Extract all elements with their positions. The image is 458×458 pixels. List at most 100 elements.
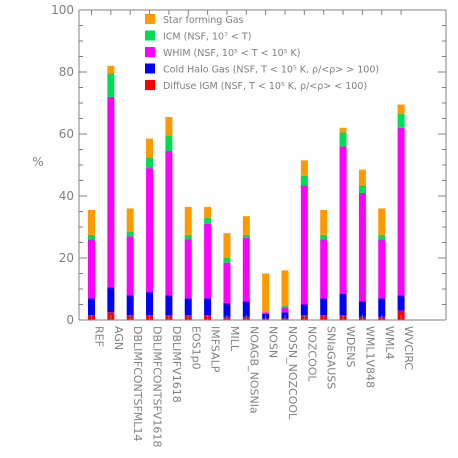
bar-segment-wml1v848-series-2 xyxy=(358,192,366,302)
bar-segment-sniagauss-series-1 xyxy=(320,298,328,316)
y-tick-label-60: 60 xyxy=(59,127,74,141)
bar-segment-dblimfv1618-series-3 xyxy=(165,135,173,152)
bar-segment-wdens-series-3 xyxy=(339,132,347,147)
legend-swatch-0 xyxy=(145,14,155,24)
bar-segment-wml4-series-3 xyxy=(378,234,386,240)
x-category-label-nosn-nozcool: NOSN_NOZCOOL xyxy=(286,326,299,420)
x-category-label-agn: AGN xyxy=(112,326,125,350)
bar-segment-wml1v848-series-1 xyxy=(358,301,366,317)
legend-label-2: WHIM (NSF, 10⁵ < T < 10⁵ K) xyxy=(163,48,300,59)
legend: Star forming Gas ICM (NSF, 10⁷ < T) WHIM (… xyxy=(145,14,379,92)
bar-segment-dblimfcontsfv1618-series-1 xyxy=(146,292,154,316)
x-category-label-nosn: NOSN xyxy=(267,326,280,358)
bar-segment-nosn-series-2 xyxy=(262,312,270,314)
bar-segment-wml4-series-2 xyxy=(378,239,386,299)
bar-segment-wvcirc-series-2 xyxy=(397,127,405,296)
bar-segment-dblimfv1618-series-2 xyxy=(165,151,173,296)
bar-segment-wvcirc-series-3 xyxy=(397,113,405,128)
bar-segment-imfsalp-series-1 xyxy=(204,298,212,316)
x-category-label-wdens: WDENS xyxy=(344,326,357,368)
bar-segment-dblimfv1618-series-4 xyxy=(165,116,173,136)
bar-segment-sniagauss-series-2 xyxy=(320,239,328,299)
bar-segment-nozcool-series-2 xyxy=(300,185,308,305)
legend-label-3: Cold Halo Gas (NSF, T < 10⁵ K, ρ/<ρ> > 1… xyxy=(163,65,379,76)
bar-segment-eos1p0-series-3 xyxy=(184,234,192,240)
bar-segment-dblimfcontsfv1618-series-4 xyxy=(146,138,154,158)
bar-segment-ref-series-1 xyxy=(88,298,95,316)
legend-swatch-3 xyxy=(145,63,155,74)
y-tick-label-80: 80 xyxy=(59,65,74,79)
legend-swatch-1 xyxy=(145,30,155,41)
bar-segment-noagb-nosnia-series-4 xyxy=(242,216,250,235)
x-category-label-mill: MILL xyxy=(228,326,241,352)
bar-segment-wvcirc-series-1 xyxy=(397,295,405,311)
bar-segment-dblimfv1618-series-1 xyxy=(165,295,173,316)
bar-segment-sniagauss-series-3 xyxy=(320,234,328,240)
bar-segment-imfsalp-series-2 xyxy=(204,223,212,299)
y-tick-label-100: 100 xyxy=(51,3,74,17)
bars-layer xyxy=(88,65,405,320)
bar-segment-agn-series-3 xyxy=(107,73,115,97)
y-tick-label-20: 20 xyxy=(59,251,74,265)
x-category-label-wml1v848: WML1V848 xyxy=(363,326,376,388)
bar-segment-ref-series-4 xyxy=(88,209,95,235)
bar-segment-nozcool-series-3 xyxy=(300,175,308,186)
bar-segment-wml1v848-series-4 xyxy=(358,169,366,186)
y-tick-label-40: 40 xyxy=(59,189,74,203)
legend-label-4: Diffuse IGM (NSF, T < 10⁵ K, ρ/<ρ> < 100… xyxy=(163,81,367,92)
x-category-label-dblimfcontsfv1618: DBLIMFCONTSFV1618 xyxy=(151,326,164,447)
legend-swatch-4 xyxy=(145,80,155,90)
x-category-label-eos1p0: EOS1p0 xyxy=(189,326,202,370)
legend-swatch-2 xyxy=(145,47,155,57)
bar-segment-mill-series-3 xyxy=(223,258,231,263)
bar-segment-dblimfcontsfml14-series-3 xyxy=(126,231,134,237)
bar-segment-agn-series-2 xyxy=(107,96,115,288)
bar-segment-wml1v848-series-3 xyxy=(358,185,366,193)
bar-segment-agn-series-4 xyxy=(107,65,115,74)
bar-segment-dblimfcontsfml14-series-1 xyxy=(126,295,134,316)
y-tick-label-0: 0 xyxy=(66,313,74,327)
bar-segment-wvcirc-series-4 xyxy=(397,104,405,114)
bar-segment-imfsalp-series-4 xyxy=(204,206,212,218)
bar-segment-eos1p0-series-2 xyxy=(184,239,192,299)
bar-segment-dblimfcontsfv1618-series-3 xyxy=(146,157,154,169)
bar-segment-dblimfcontsfml14-series-4 xyxy=(126,208,134,232)
bar-segment-ref-series-2 xyxy=(88,239,95,299)
x-category-label-nozcool: NOZCOOL xyxy=(305,326,318,382)
x-category-label-imfsalp: IMFSALP xyxy=(209,326,222,373)
x-category-label-dblimfcontsfml14: DBLIMFCONTSFML14 xyxy=(131,326,144,441)
bar-segment-nosn-nozcool-series-3 xyxy=(281,306,289,308)
bar-segment-wdens-series-4 xyxy=(339,127,347,133)
bar-segment-dblimfcontsfv1618-series-2 xyxy=(146,168,154,293)
bar-segment-eos1p0-series-4 xyxy=(184,206,192,235)
x-category-label-wml4: WML4 xyxy=(383,326,396,360)
bar-segment-nosn-nozcool-series-4 xyxy=(281,270,289,307)
bar-segment-noagb-nosnia-series-1 xyxy=(242,301,250,317)
bar-segment-imfsalp-series-3 xyxy=(204,217,212,224)
bar-segment-wdens-series-2 xyxy=(339,146,347,294)
x-category-label-noagb-nosnia: NOAGB_NOSNIa xyxy=(247,326,260,414)
legend-label-0: Star forming Gas xyxy=(163,15,244,26)
x-category-label-ref: REF xyxy=(93,326,106,347)
bar-segment-noagb-nosnia-series-3 xyxy=(242,234,250,238)
bar-segment-mill-series-1 xyxy=(223,302,231,317)
bar-segment-eos1p0-series-1 xyxy=(184,298,192,316)
bar-segment-agn-series-1 xyxy=(107,287,115,313)
bar-segment-dblimfcontsfml14-series-2 xyxy=(126,236,134,296)
bar-segment-wml4-series-4 xyxy=(378,208,386,235)
bar-segment-wml4-series-1 xyxy=(378,298,386,317)
y-axis-title: % xyxy=(32,155,43,169)
bar-segment-nosn-series-4 xyxy=(262,273,270,313)
bar-segment-nozcool-series-1 xyxy=(300,304,308,316)
x-category-label-wvcirc: WVCIRC xyxy=(402,326,415,370)
x-category-label-dblimfv1618: DBLIMFV1618 xyxy=(170,326,183,403)
bar-segment-ref-series-3 xyxy=(88,234,95,240)
x-category-label-sniagauss: SNIaGAUSS xyxy=(325,326,338,389)
bar-segment-wdens-series-1 xyxy=(339,293,347,316)
bar-segment-sniagauss-series-4 xyxy=(320,209,328,235)
legend-label-1: ICM (NSF, 10⁷ < T) xyxy=(163,32,251,43)
bar-segment-mill-series-4 xyxy=(223,233,231,258)
bar-segment-nozcool-series-4 xyxy=(300,160,308,176)
axes-layer: 0 20 40 60 80 100% REF AGN DBLIMFCONTSFML14 DBLIM… xyxy=(32,3,447,447)
